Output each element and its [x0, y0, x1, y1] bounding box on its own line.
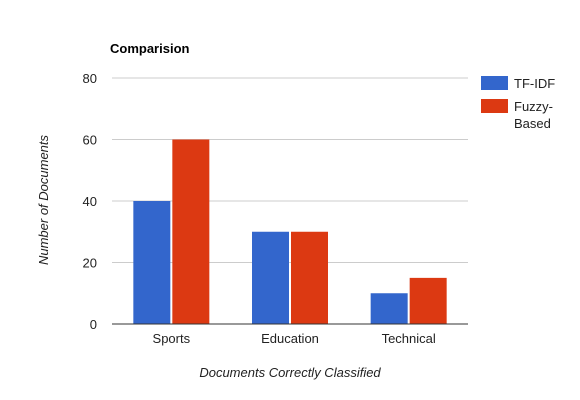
legend-label: Fuzzy-: [514, 99, 553, 114]
y-tick-label: 40: [83, 194, 97, 209]
y-tick-label: 20: [83, 256, 97, 271]
x-tick-label: Education: [261, 331, 319, 346]
bar-tf-idf-education: [252, 231, 289, 324]
x-tick-label: Technical: [382, 331, 436, 346]
chart-title: Comparision: [110, 41, 190, 56]
legend: TF-IDF Fuzzy- Based: [481, 76, 555, 131]
bar-tf-idf-technical: [370, 293, 408, 324]
y-tick-label: 80: [83, 71, 97, 86]
y-axis-title: Number of Documents: [36, 134, 51, 265]
bar-fuzzy-based-sports: [172, 139, 210, 324]
y-axis-ticks: 0 20 40 60 80: [83, 71, 97, 332]
bar-fuzzy-based-education: [291, 231, 328, 324]
legend-label: Based: [514, 116, 551, 131]
gridlines: [112, 77, 468, 263]
x-axis-ticks: Sports Education Technical: [153, 331, 436, 346]
y-tick-label: 60: [83, 133, 97, 148]
legend-label: TF-IDF: [514, 76, 555, 91]
x-tick-label: Sports: [153, 331, 191, 346]
bars: [133, 139, 447, 324]
x-axis-title: Documents Correctly Classified: [199, 365, 381, 380]
legend-swatch: [481, 76, 508, 90]
legend-swatch: [481, 99, 508, 113]
bar-tf-idf-sports: [133, 201, 171, 324]
bar-fuzzy-based-technical: [409, 277, 447, 324]
y-tick-label: 0: [90, 317, 97, 332]
